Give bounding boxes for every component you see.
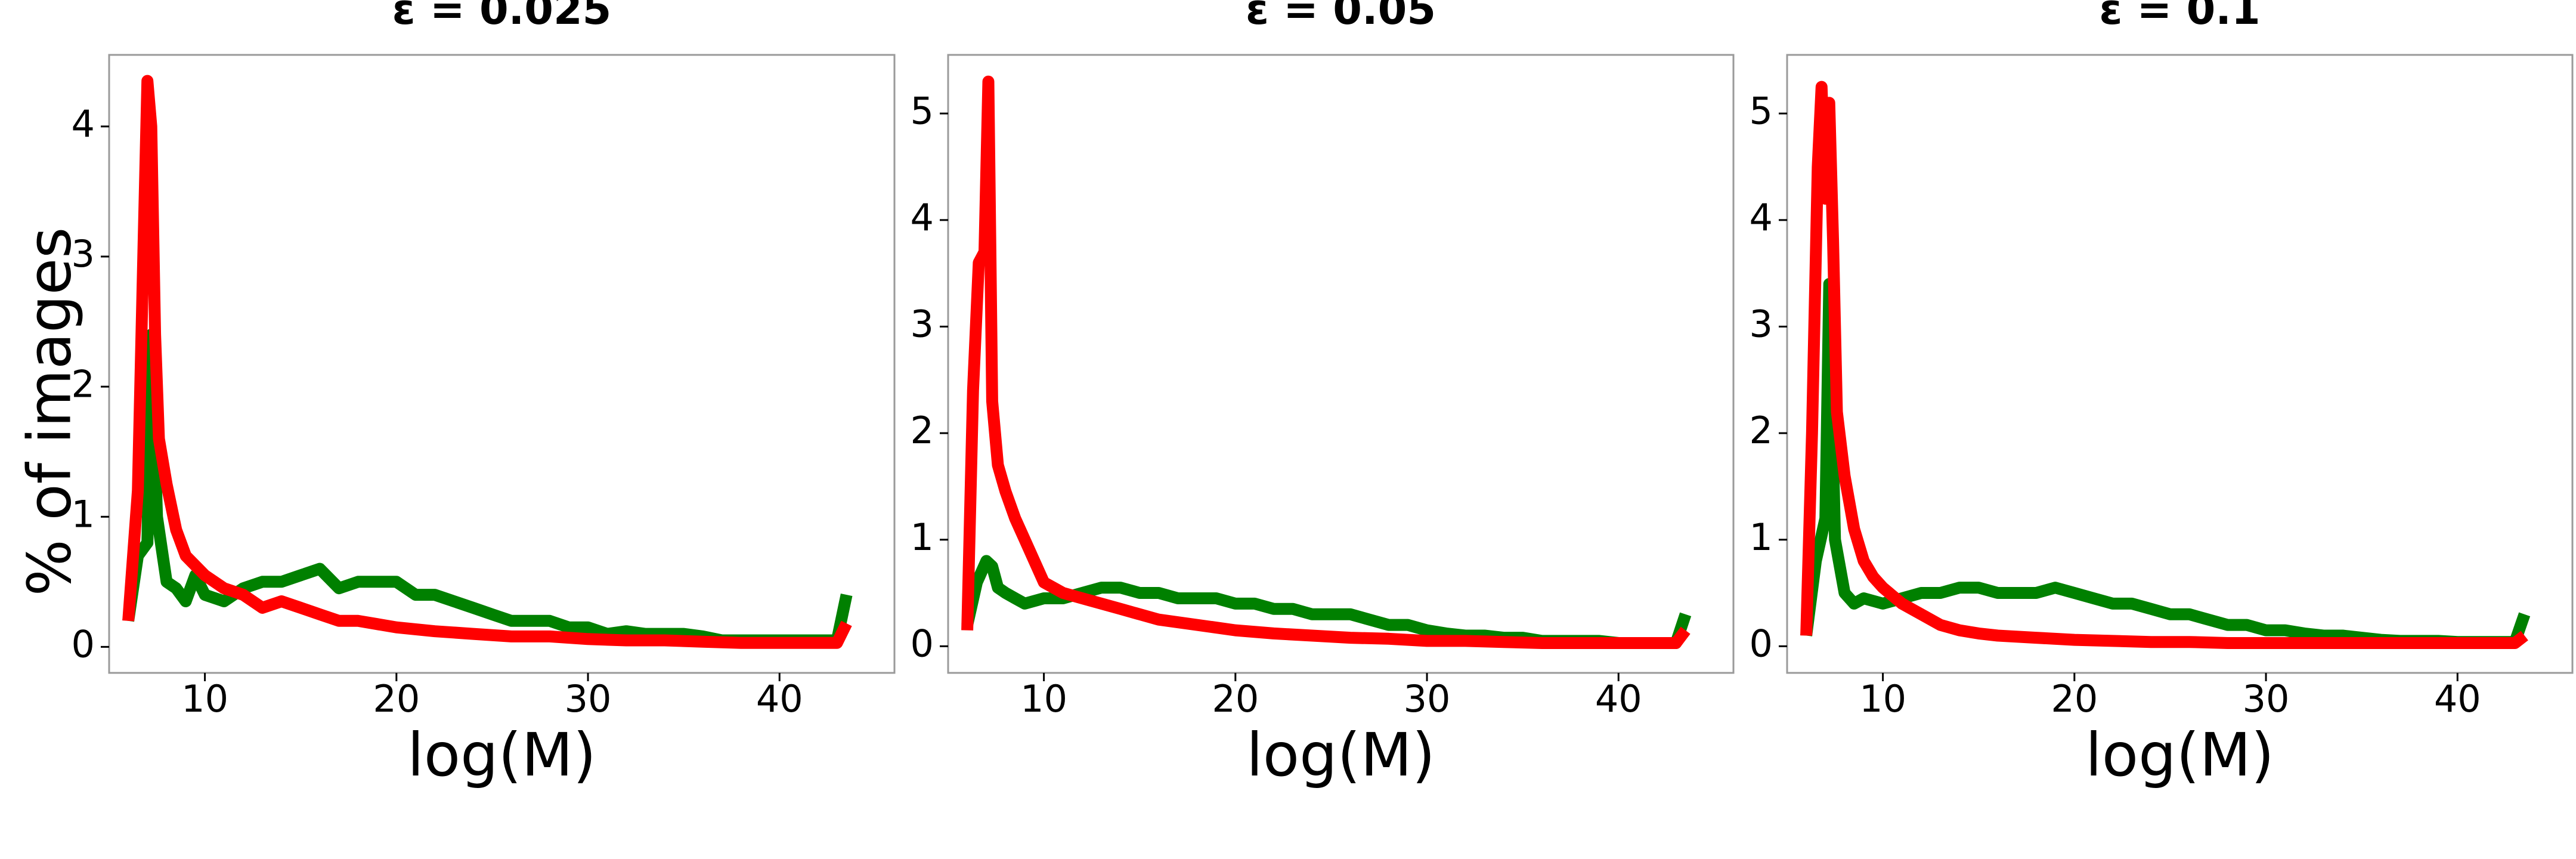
x-tick-label: 30 xyxy=(565,677,612,721)
x-tick-label: 10 xyxy=(181,677,228,721)
series-line-2 xyxy=(1800,81,2528,649)
x-axis-label: log(M) xyxy=(1246,720,1435,790)
chart-panel-3: ε = 0.1 10 20 30 40 0 1 2 3 4 5 log(M) xyxy=(1750,0,2574,790)
y-tick-label: 4 xyxy=(911,196,934,239)
chart-panel-1: ε = 0.025 10 20 30 40 0 1 2 3 4 log(M) xyxy=(72,0,896,790)
x-tick-label: 30 xyxy=(2243,677,2290,721)
x-axis-label: log(M) xyxy=(407,720,596,790)
x-tick-label: 10 xyxy=(1859,677,1906,721)
y-tick-label: 2 xyxy=(1750,409,1773,452)
x-tick-label: 20 xyxy=(1212,677,1259,721)
series-line-1 xyxy=(1800,278,2531,648)
y-tick-label: 0 xyxy=(72,622,95,666)
plot-frame xyxy=(108,54,896,674)
x-tick-label: 40 xyxy=(2434,677,2481,721)
plot-frame xyxy=(947,54,1735,674)
y-tick-label: 5 xyxy=(1750,89,1773,132)
series-line-2 xyxy=(122,75,852,649)
y-tick-label: 1 xyxy=(911,515,934,559)
panel-title: ε = 0.025 xyxy=(392,0,612,34)
x-tick-label: 10 xyxy=(1020,677,1067,721)
x-tick-label: 40 xyxy=(756,677,803,721)
y-tick-label: 4 xyxy=(72,102,95,146)
y-tick-label: 1 xyxy=(1750,515,1773,559)
y-tick-label: 3 xyxy=(911,302,934,346)
series-line-2 xyxy=(961,75,1690,649)
x-tick-label: 20 xyxy=(2051,677,2098,721)
y-tick-label: 0 xyxy=(1750,622,1773,665)
y-tick-label: 3 xyxy=(72,232,95,276)
chart-panel-2: ε = 0.05 10 20 30 40 0 1 2 3 4 5 log(M) xyxy=(911,0,1735,790)
x-axis-label: log(M) xyxy=(2085,720,2274,790)
y-tick-label: 1 xyxy=(72,492,95,536)
y-tick-label: 2 xyxy=(911,409,934,452)
y-tick-label: 4 xyxy=(1750,196,1773,239)
panel-title: ε = 0.1 xyxy=(2099,0,2260,34)
x-tick-label: 30 xyxy=(1404,677,1451,721)
x-tick-label: 20 xyxy=(373,677,420,721)
y-tick-label: 0 xyxy=(911,622,934,665)
y-axis-label: % of images xyxy=(14,227,84,597)
plot-frame xyxy=(1786,54,2574,674)
y-tick-label: 2 xyxy=(72,362,95,406)
x-tick-label: 40 xyxy=(1595,677,1642,721)
y-tick-label: 5 xyxy=(911,89,934,132)
y-tick-label: 3 xyxy=(1750,302,1773,346)
panel-title: ε = 0.05 xyxy=(1246,0,1436,34)
